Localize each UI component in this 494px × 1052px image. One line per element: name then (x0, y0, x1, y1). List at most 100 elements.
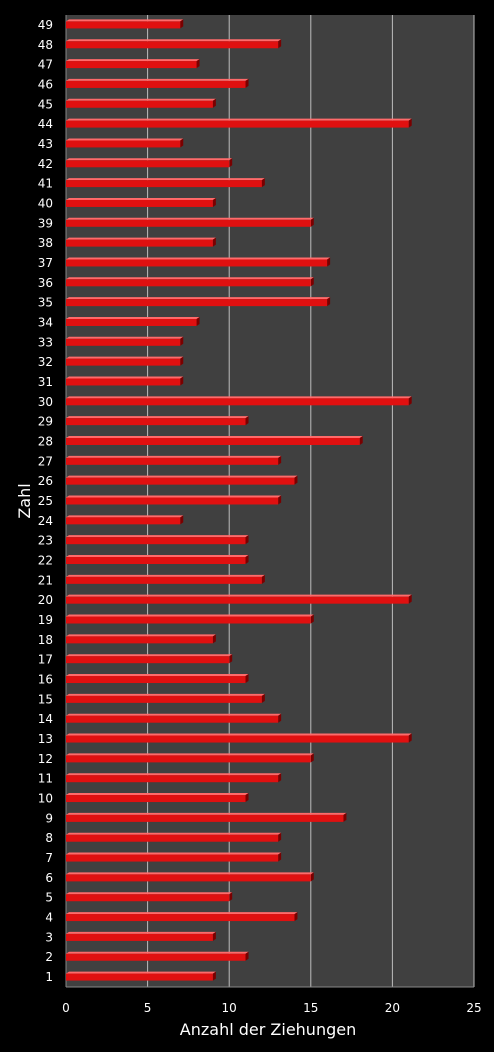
bar-side-14 (278, 713, 282, 723)
bar-front-25 (66, 497, 279, 505)
bar-top-18 (66, 634, 216, 637)
y-tick-26: 26 (38, 474, 53, 488)
bar-front-34 (66, 318, 197, 326)
bar-3 (66, 931, 216, 941)
bar-top-28 (66, 435, 363, 438)
bar-side-44 (408, 118, 412, 128)
bar-side-27 (278, 455, 282, 465)
bar-side-9 (343, 812, 347, 822)
bar-front-16 (66, 676, 246, 684)
y-tick-11: 11 (38, 772, 53, 786)
bar-top-4 (66, 912, 298, 915)
bar-front-32 (66, 358, 181, 366)
bar-5 (66, 892, 233, 902)
bar-top-36 (66, 277, 314, 280)
bar-side-34 (196, 316, 200, 326)
bar-top-38 (66, 237, 216, 240)
bar-front-15 (66, 695, 262, 703)
bar-front-12 (66, 755, 311, 763)
y-tick-21: 21 (38, 573, 53, 587)
bar-top-3 (66, 931, 216, 934)
bar-side-41 (261, 178, 265, 188)
bar-side-10 (245, 793, 249, 803)
bar-side-18 (212, 634, 216, 644)
y-tick-2: 2 (45, 950, 53, 964)
bar-26 (66, 475, 298, 485)
bar-front-22 (66, 557, 246, 565)
y-tick-23: 23 (38, 534, 53, 548)
bar-front-19 (66, 616, 311, 624)
bar-front-35 (66, 299, 328, 307)
bar-side-7 (278, 852, 282, 862)
y-tick-45: 45 (38, 97, 53, 111)
bar-top-19 (66, 614, 314, 617)
y-tick-12: 12 (38, 752, 53, 766)
bar-top-24 (66, 515, 184, 518)
bar-22 (66, 555, 249, 565)
bar-23 (66, 535, 249, 545)
bar-front-24 (66, 517, 181, 525)
bar-side-22 (245, 555, 249, 565)
bar-side-8 (278, 832, 282, 842)
y-tick-46: 46 (38, 77, 53, 91)
bar-48 (66, 39, 282, 49)
y-tick-33: 33 (38, 335, 53, 349)
bar-front-33 (66, 338, 181, 346)
bar-top-13 (66, 733, 412, 736)
bar-front-11 (66, 775, 279, 783)
y-tick-31: 31 (38, 375, 53, 389)
bar-side-45 (212, 98, 216, 108)
bar-side-49 (180, 19, 184, 29)
bar-15 (66, 693, 265, 703)
bar-top-25 (66, 495, 282, 498)
y-tick-39: 39 (38, 216, 53, 230)
bar-side-39 (310, 217, 314, 227)
bar-top-8 (66, 832, 282, 835)
bar-top-20 (66, 594, 412, 597)
bar-top-16 (66, 674, 249, 677)
bar-top-41 (66, 178, 265, 181)
bar-side-31 (180, 376, 184, 386)
y-tick-28: 28 (38, 434, 53, 448)
bar-top-9 (66, 812, 347, 815)
bar-front-43 (66, 140, 181, 148)
y-tick-36: 36 (38, 276, 53, 290)
bar-side-17 (229, 654, 233, 664)
bars (66, 19, 412, 981)
bar-front-48 (66, 41, 279, 49)
bar-top-23 (66, 535, 249, 538)
bar-front-45 (66, 100, 213, 108)
bar-side-46 (245, 78, 249, 88)
bar-side-16 (245, 674, 249, 684)
bar-side-21 (261, 574, 265, 584)
y-tick-7: 7 (45, 851, 53, 865)
bar-top-34 (66, 316, 200, 319)
bar-front-13 (66, 735, 409, 743)
bar-49 (66, 19, 184, 29)
bar-side-43 (180, 138, 184, 148)
y-tick-18: 18 (38, 633, 53, 647)
y-tick-48: 48 (38, 38, 53, 52)
x-axis-title: Anzahl der Ziehungen (180, 1020, 356, 1039)
bar-top-1 (66, 971, 216, 974)
y-tick-1: 1 (45, 970, 53, 984)
bar-front-26 (66, 477, 295, 485)
bar-front-1 (66, 973, 213, 981)
bar-top-32 (66, 356, 184, 359)
bar-front-10 (66, 795, 246, 803)
y-tick-34: 34 (38, 315, 53, 329)
bar-17 (66, 654, 233, 664)
bar-1 (66, 971, 216, 981)
bar-top-49 (66, 19, 184, 22)
bar-front-29 (66, 418, 246, 426)
bar-top-29 (66, 416, 249, 419)
bar-top-14 (66, 713, 282, 716)
bar-18 (66, 634, 216, 644)
bar-24 (66, 515, 184, 525)
y-tick-42: 42 (38, 157, 53, 171)
bar-42 (66, 158, 233, 168)
x-tick-5: 5 (144, 1001, 152, 1015)
bar-side-13 (408, 733, 412, 743)
y-tick-15: 15 (38, 692, 53, 706)
bar-7 (66, 852, 282, 862)
